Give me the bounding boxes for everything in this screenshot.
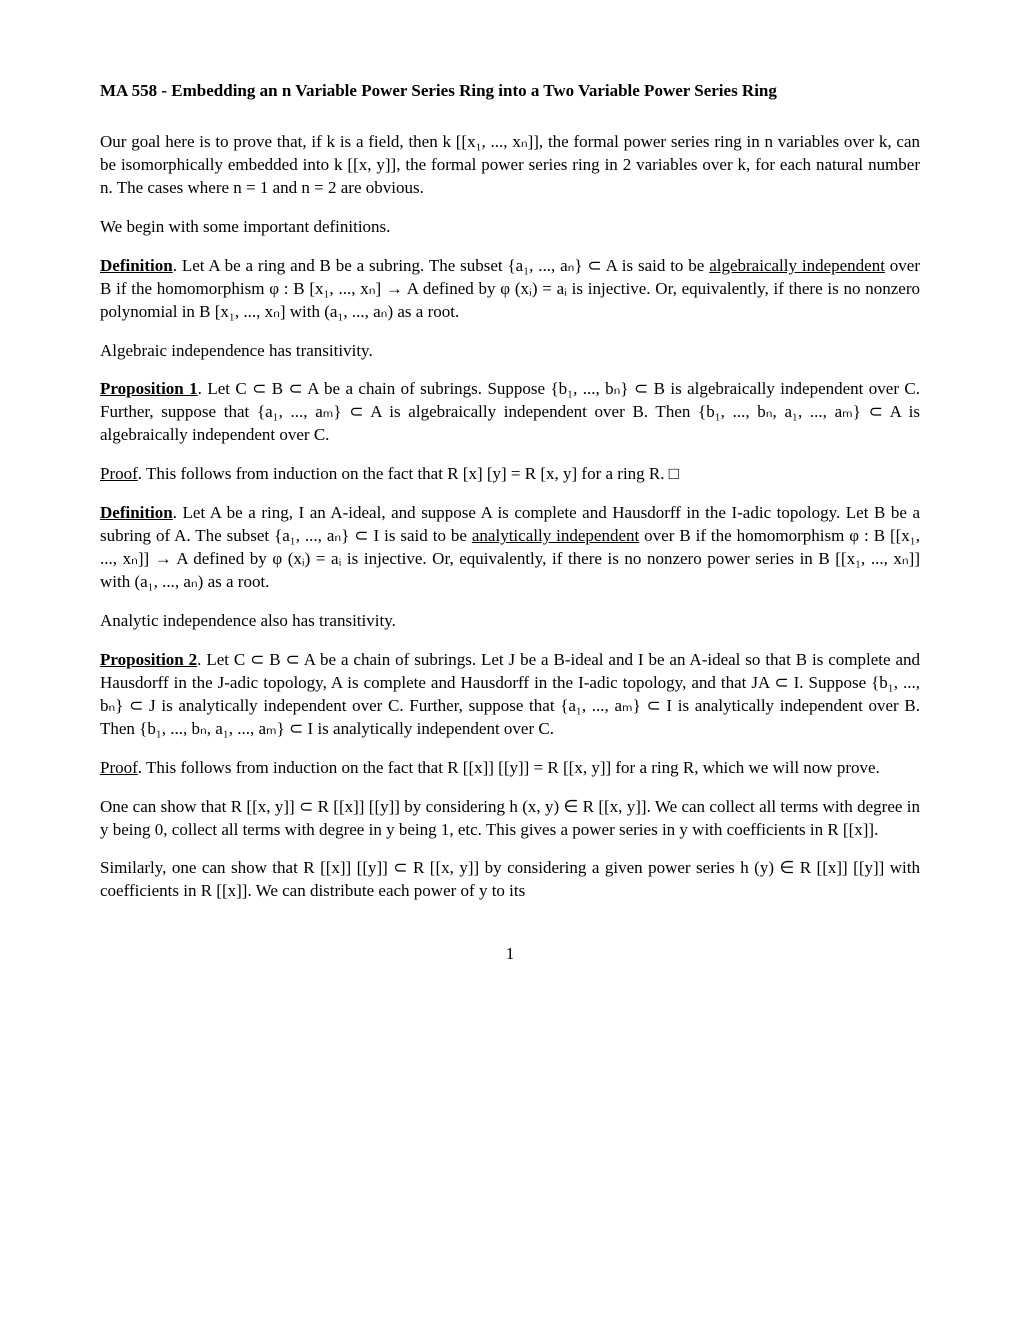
proof-body: . This follows from induction on the fac…: [138, 464, 679, 483]
definition-label: Definition: [100, 256, 173, 275]
proposition-body: . Let C ⊂ B ⊂ A be a chain of subrings. …: [100, 379, 920, 444]
proposition-body: . Let C ⊂ B ⊂ A be a chain of subrings. …: [100, 650, 920, 738]
definition-label: Definition: [100, 503, 173, 522]
lead-in-paragraph: We begin with some important definitions…: [100, 216, 920, 239]
proposition-2: Proposition 2. Let C ⊂ B ⊂ A be a chain …: [100, 649, 920, 741]
definition-1: Definition. Let A be a ring and B be a s…: [100, 255, 920, 324]
proposition-label: Proposition 1: [100, 379, 198, 398]
definition-2: Definition. Let A be a ring, I an A-idea…: [100, 502, 920, 594]
transitivity-note-1: Algebraic independence has transitivity.: [100, 340, 920, 363]
proof-paragraph-1: One can show that R [[x, y]] ⊂ R [[x]] […: [100, 796, 920, 842]
intro-paragraph: Our goal here is to prove that, if k is …: [100, 131, 920, 200]
proof-body: . This follows from induction on the fac…: [138, 758, 880, 777]
definition-term: algebraically independent: [709, 256, 885, 275]
transitivity-note-2: Analytic independence also has transitiv…: [100, 610, 920, 633]
proposition-1: Proposition 1. Let C ⊂ B ⊂ A be a chain …: [100, 378, 920, 447]
definition-body-start: . Let A be a ring and B be a subring. Th…: [173, 256, 709, 275]
proof-label: Proof: [100, 758, 138, 777]
proposition-label: Proposition 2: [100, 650, 197, 669]
proof-label: Proof: [100, 464, 138, 483]
document-title: MA 558 - Embedding an n Variable Power S…: [100, 80, 920, 103]
proof-2: Proof. This follows from induction on th…: [100, 757, 920, 780]
proof-1: Proof. This follows from induction on th…: [100, 463, 920, 486]
page-number: 1: [100, 943, 920, 966]
proof-paragraph-2: Similarly, one can show that R [[x]] [[y…: [100, 857, 920, 903]
definition-term: analytically independent: [472, 526, 639, 545]
